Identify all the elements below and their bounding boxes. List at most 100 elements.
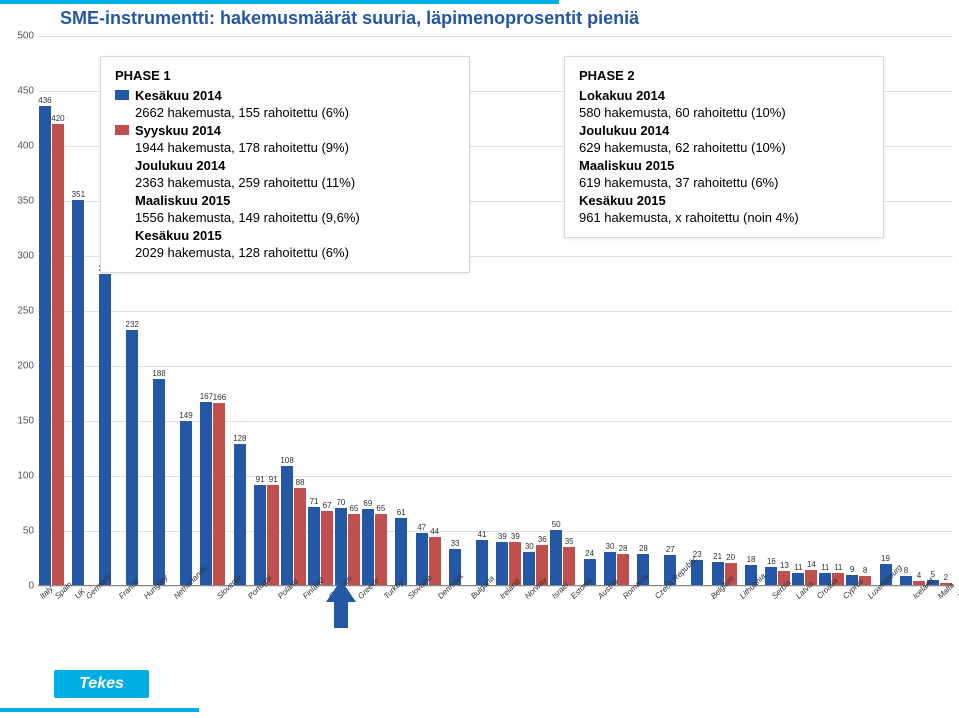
bar-group: 41 — [469, 36, 496, 585]
bar: 28 — [617, 554, 629, 585]
bar: 71 — [308, 507, 320, 585]
bar-value-label: 50 — [552, 520, 561, 530]
bar-value-label: 8 — [863, 566, 867, 576]
bar-value-label: 70 — [336, 498, 345, 508]
bar-group: 436420 — [38, 36, 65, 585]
phase1-label: Syyskuu 2014 — [135, 122, 349, 140]
bar-group: 52 — [926, 36, 953, 585]
bar-value-label: 20 — [726, 553, 735, 563]
accent-line — [0, 0, 559, 4]
phase1-detail: 1944 hakemusta, 178 rahoitettu (9%) — [135, 139, 349, 157]
y-tick: 100 — [17, 471, 34, 482]
phase1-detail: 2029 hakemusta, 128 rahoitettu (6%) — [135, 244, 349, 262]
bar: 232 — [126, 330, 138, 585]
phase1-label: Kesäkuu 2015 — [135, 227, 349, 245]
bar-value-label: 21 — [713, 552, 722, 562]
bar: 436 — [39, 106, 51, 585]
bar: 108 — [281, 466, 293, 585]
phase1-title: PHASE 1 — [115, 67, 455, 85]
phase2-label: Lokakuu 2014 — [579, 87, 869, 105]
bar-value-label: 188 — [152, 369, 165, 379]
phase1-label: Maaliskuu 2015 — [135, 192, 360, 210]
bar-value-label: 65 — [349, 504, 358, 514]
bar-value-label: 108 — [280, 456, 293, 466]
phase2-detail: 961 hakemusta, x rahoitettu (noin 4%) — [579, 209, 869, 227]
bar-value-label: 11 — [794, 563, 802, 573]
bar-value-label: 88 — [296, 478, 305, 488]
bar-value-label: 30 — [525, 542, 534, 552]
phase2-label: Maaliskuu 2015 — [579, 157, 869, 175]
phase2-title: PHASE 2 — [579, 67, 869, 85]
bar: 91 — [254, 485, 266, 585]
bar-value-label: 11 — [821, 563, 829, 573]
bar: 88 — [294, 488, 306, 585]
phase1-detail: 2363 hakemusta, 259 rahoitettu (11%) — [135, 174, 355, 192]
bar-value-label: 41 — [478, 530, 487, 540]
y-tick: 400 — [17, 141, 34, 152]
color-swatch — [115, 125, 129, 135]
phase1-row: Joulukuu 20142363 hakemusta, 259 rahoite… — [115, 157, 455, 192]
bar-value-label: 16 — [767, 557, 776, 567]
bar: 30 — [523, 552, 535, 585]
bar: 61 — [395, 518, 407, 585]
bar-value-label: 167 — [200, 392, 213, 402]
bar: 167 — [200, 402, 212, 585]
bar: 70 — [335, 508, 347, 585]
highlight-arrow-icon — [326, 580, 356, 628]
bar-value-label: 28 — [639, 544, 648, 554]
bar-value-label: 91 — [256, 475, 265, 485]
phase1-detail: 1556 hakemusta, 149 rahoitettu (9,6%) — [135, 209, 360, 227]
bar-value-label: 19 — [881, 554, 890, 564]
bar: 65 — [348, 514, 360, 585]
phase2-box: PHASE 2 Lokakuu 2014580 hakemusta, 60 ra… — [564, 56, 884, 238]
phase2-label: Joulukuu 2014 — [579, 122, 869, 140]
y-tick: 0 — [28, 581, 34, 592]
bar-value-label: 18 — [747, 555, 756, 565]
bar-value-label: 28 — [619, 544, 628, 554]
bar: 39 — [496, 542, 508, 585]
phase1-box: PHASE 1 Kesäkuu 20142662 hakemusta, 155 … — [100, 56, 470, 273]
y-tick: 450 — [17, 86, 34, 97]
bar-value-label: 4 — [917, 571, 921, 581]
phase1-row: Kesäkuu 20142662 hakemusta, 155 rahoitet… — [115, 87, 455, 122]
bar: 35 — [563, 547, 575, 585]
bar-value-label: 149 — [179, 411, 192, 421]
bar-value-label: 65 — [376, 504, 385, 514]
phase2-label: Kesäkuu 2015 — [579, 192, 869, 210]
color-swatch — [115, 90, 129, 100]
bar-value-label: 14 — [807, 560, 816, 570]
accent-line — [0, 708, 199, 712]
y-tick: 50 — [23, 526, 34, 537]
bar-group: 351 — [65, 36, 92, 585]
bar-value-label: 69 — [363, 499, 372, 509]
bar: 50 — [550, 530, 562, 585]
bar: 188 — [153, 379, 165, 585]
bar-value-label: 67 — [323, 501, 332, 511]
bar-value-label: 61 — [397, 508, 406, 518]
y-axis: 050100150200250300350400450500 — [0, 36, 38, 586]
bar-group: 84 — [899, 36, 926, 585]
bar-value-label: 232 — [125, 320, 138, 330]
bar: 149 — [180, 421, 192, 585]
bar-value-label: 39 — [511, 532, 520, 542]
bar-value-label: 47 — [417, 523, 426, 533]
bar: 11 — [792, 573, 804, 585]
bar-value-label: 13 — [780, 561, 789, 571]
bar-group: 3036 — [522, 36, 549, 585]
phase1-label: Kesäkuu 2014 — [135, 87, 349, 105]
y-tick: 300 — [17, 251, 34, 262]
phase2-detail: 619 hakemusta, 37 rahoitettu (6%) — [579, 174, 869, 192]
tekes-logo: Tekes — [54, 670, 149, 698]
bar-value-label: 420 — [51, 114, 64, 124]
y-tick: 500 — [17, 31, 34, 42]
bar: 67 — [321, 511, 333, 585]
bar: 166 — [213, 403, 225, 585]
bar-value-label: 71 — [310, 497, 319, 507]
x-axis-labels: ItalySpainUKGermanyFranceHungaryNetherla… — [38, 586, 953, 626]
phase2-detail: 629 hakemusta, 62 rahoitettu (10%) — [579, 139, 869, 157]
bar: 91 — [267, 485, 279, 585]
y-tick: 250 — [17, 306, 34, 317]
bar-value-label: 128 — [233, 434, 246, 444]
bar-group: 3939 — [495, 36, 522, 585]
bar-value-label: 24 — [585, 549, 594, 559]
